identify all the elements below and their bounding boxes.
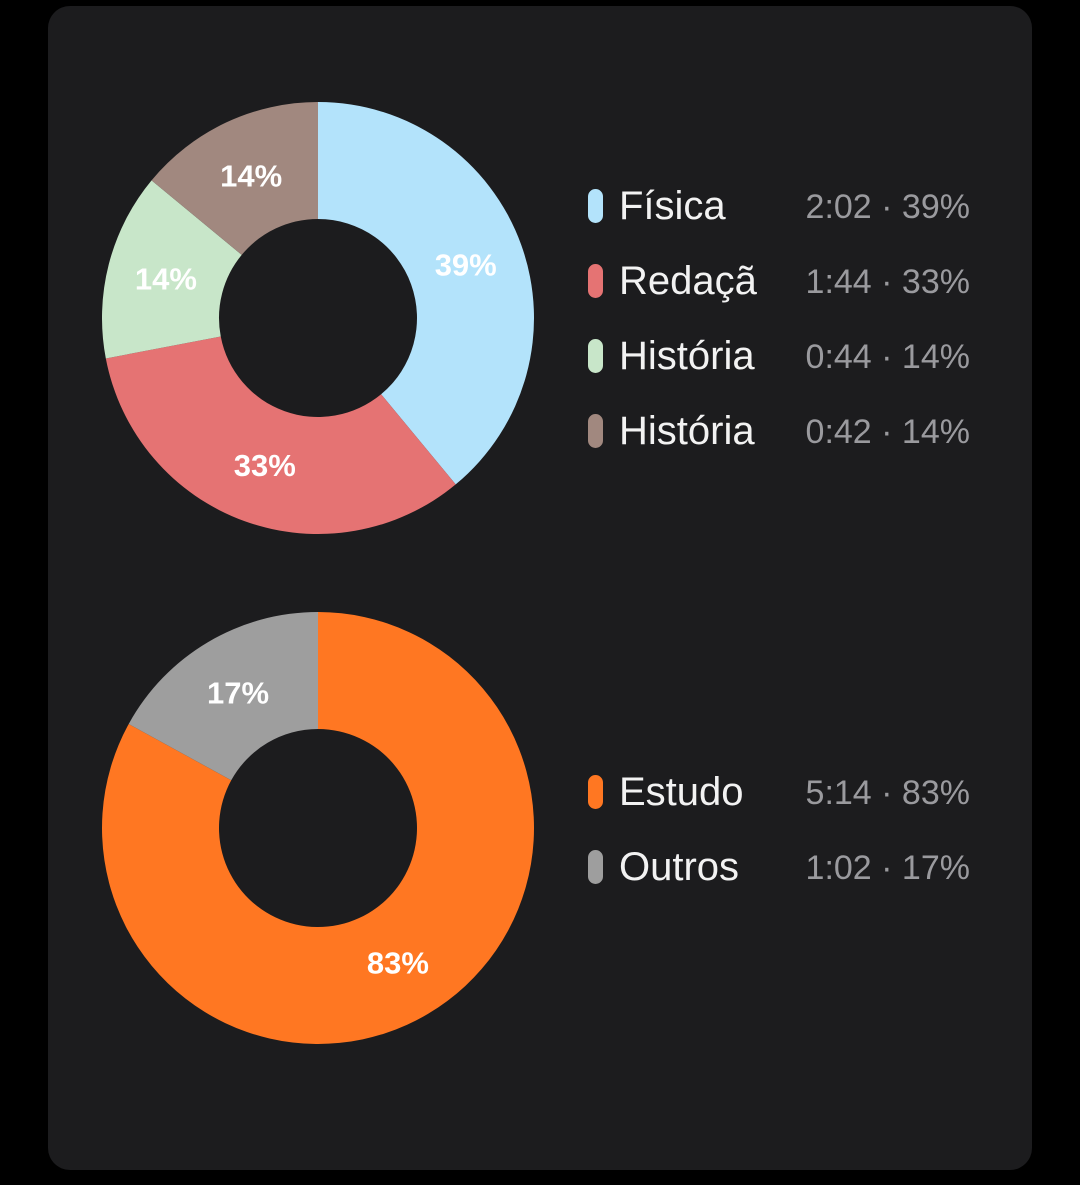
legend-name: História	[619, 409, 755, 453]
legend-value: 1:44 · 33%	[805, 263, 970, 301]
donut-slice-2	[102, 180, 242, 359]
donut-slice-0	[102, 612, 534, 1044]
legend-swatch	[588, 264, 603, 298]
donut-slice-0	[318, 102, 534, 485]
legend-swatch	[588, 189, 603, 223]
subject-legend: Física 2:02 · 39% Redaçã 1:44 · 33% História…	[588, 182, 988, 482]
donut-slice-1	[128, 612, 318, 781]
activity-donut-chart: 83% 17%	[102, 612, 534, 1044]
legend-swatch	[588, 414, 603, 448]
legend-name: História	[619, 334, 755, 378]
legend-name: Estudo	[619, 770, 744, 814]
slice-percent-label: 14%	[220, 158, 282, 193]
legend-name: Redaçã	[619, 259, 757, 303]
legend-item: História 0:42 · 14%	[588, 407, 988, 482]
slice-percent-label: 39%	[435, 247, 497, 282]
legend-item: História 0:44 · 14%	[588, 332, 988, 407]
legend-value: 0:42 · 14%	[805, 413, 970, 451]
legend-item: Outros 1:02 · 17%	[588, 843, 988, 918]
legend-item: Estudo 5:14 · 83%	[588, 768, 988, 843]
donut-slice-1	[105, 336, 456, 534]
legend-name: Física	[619, 184, 726, 228]
slice-percent-label: 17%	[207, 675, 269, 710]
donut-slice-3	[151, 102, 318, 255]
subject-donut-chart: 39% 33% 14% 14%	[102, 102, 534, 534]
slice-percent-label: 83%	[367, 946, 429, 981]
legend-swatch	[588, 850, 603, 884]
legend-value: 1:02 · 17%	[805, 849, 970, 887]
legend-item: Física 2:02 · 39%	[588, 182, 988, 257]
legend-value: 5:14 · 83%	[805, 774, 970, 812]
legend-swatch	[588, 339, 603, 373]
slice-percent-label: 33%	[234, 448, 296, 483]
legend-value: 2:02 · 39%	[805, 188, 970, 226]
activity-legend: Estudo 5:14 · 83% Outros 1:02 · 17%	[588, 768, 988, 918]
legend-swatch	[588, 775, 603, 809]
legend-value: 0:44 · 14%	[805, 338, 970, 376]
legend-name: Outros	[619, 845, 740, 889]
legend-item: Redaçã 1:44 · 33%	[588, 257, 988, 332]
slice-percent-label: 14%	[135, 261, 197, 296]
